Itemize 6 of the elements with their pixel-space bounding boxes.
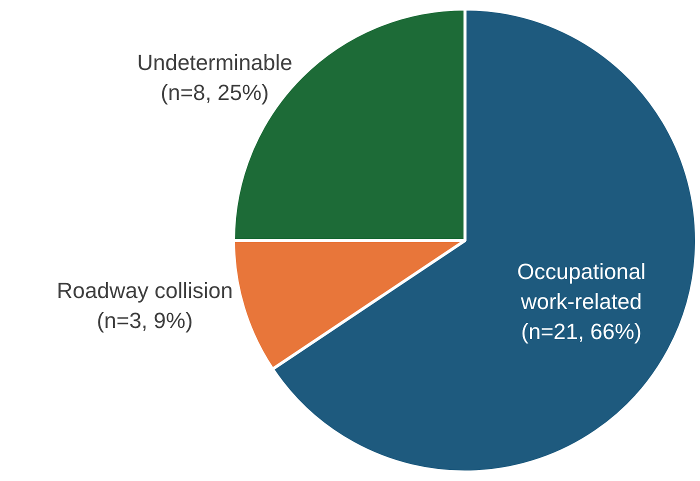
slice-label: Occupational work-related	[517, 258, 646, 314]
slice-label: Roadway collision	[56, 278, 233, 303]
slice-label: Undeterminable	[137, 50, 292, 76]
data-label: (n=21, 66%)	[521, 318, 642, 344]
data-label: (n=8, 25%)	[160, 80, 269, 106]
data-label: (n=3, 9%)	[96, 308, 193, 333]
